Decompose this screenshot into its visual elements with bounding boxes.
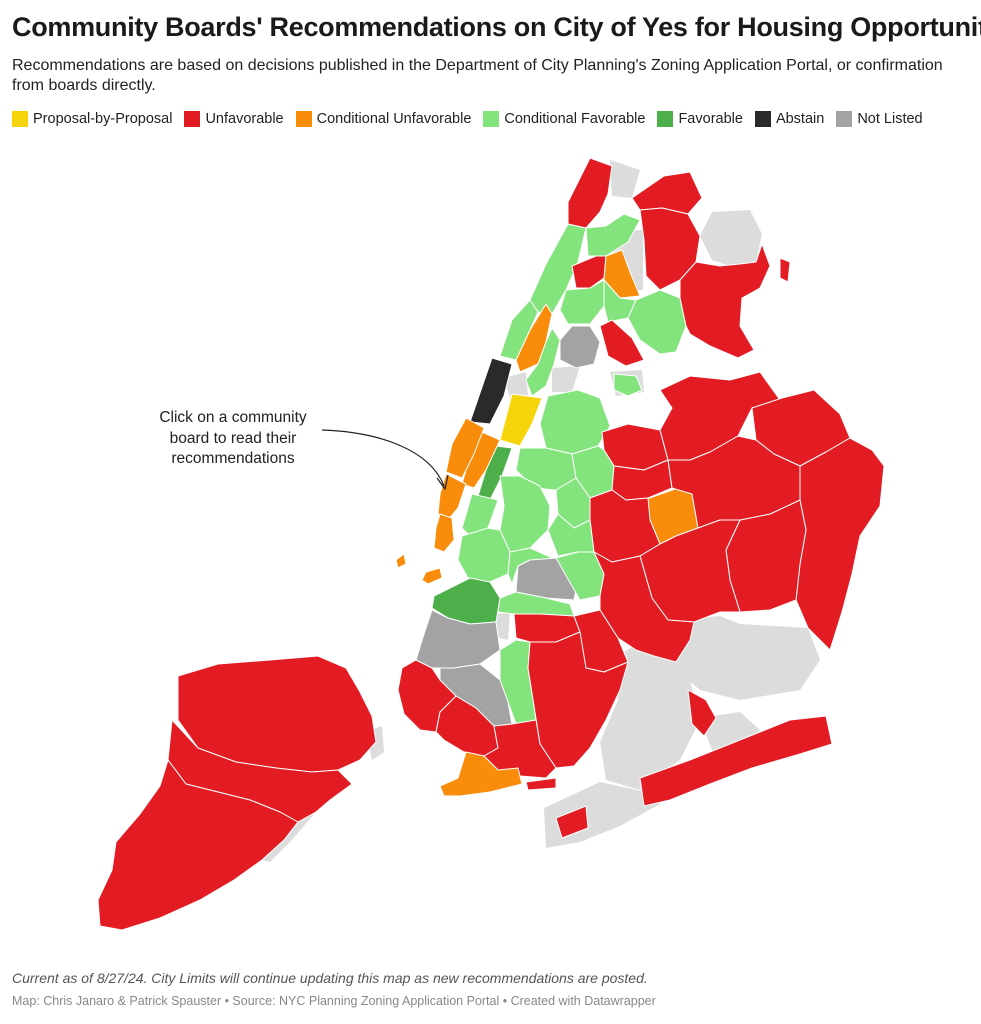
legend: Proposal-by-Proposal Unfavorable Conditi… [12,111,935,127]
district-bx-9[interactable] [627,289,687,355]
district-bx-7[interactable] [585,213,641,257]
footer-note: Current as of 8/27/24. City Limits will … [12,970,648,986]
queens [515,371,885,839]
district-bk-1[interactable] [499,475,551,553]
legend-swatch [295,111,312,127]
legend-label: Unfavorable [205,111,284,127]
district-bk-18[interactable] [527,631,629,769]
legend-item-proposal-by-proposal[interactable]: Proposal-by-Proposal [12,111,172,127]
district-bx-1[interactable] [559,325,601,369]
legend-label: Proposal-by-Proposal [33,111,173,127]
district-bk-13[interactable] [483,719,557,779]
legend-label: Favorable [678,111,743,127]
district-mn-10[interactable] [525,327,561,397]
district-mn-1[interactable] [433,513,455,553]
legend-swatch [12,111,28,127]
legend-swatch [754,111,771,127]
district-mn-8[interactable] [499,393,543,447]
legend-item-abstain[interactable]: Abstain [754,111,825,127]
map-annotation: Click on a community board to read their… [159,409,307,467]
legend-label: Conditional Favorable [504,111,646,127]
legend-label: Abstain [775,111,825,127]
district-qn-14[interactable] [639,715,833,807]
chart-title: Community Boards' Recommendations on Cit… [12,12,981,42]
district-governors-island[interactable] [421,567,443,585]
legend-label: Conditional Unfavorable [316,111,472,127]
legend-swatch [657,111,674,127]
district-city-island[interactable] [779,257,791,283]
district-bx-rikers[interactable] [613,373,643,397]
district-bx-8[interactable] [567,157,613,229]
district-bk-2[interactable] [457,527,511,583]
legend-label: Not Listed [857,111,923,127]
district-mn-7[interactable] [469,357,513,425]
district-qn-jfk[interactable] [687,689,717,737]
brooklyn [397,475,695,797]
district-bk-manhattan-beach[interactable] [525,777,557,791]
annotation-arrow [321,429,445,487]
legend-item-unfavorable[interactable]: Unfavorable [184,111,284,127]
footer-credits: Map: Chris Janaro & Patrick Spauster • S… [12,994,656,1008]
legend-item-conditional-unfavorable[interactable]: Conditional Unfavorable [295,111,472,127]
district-si-3[interactable] [97,759,299,931]
district-bx-4[interactable] [559,279,605,325]
legend-swatch [184,111,201,127]
district-qn-13[interactable] [795,437,885,651]
legend-item-not-listed[interactable]: Not Listed [836,111,923,127]
district-bx-12[interactable] [631,171,703,215]
legend-swatch [483,111,500,127]
district-mn-4[interactable] [445,417,485,479]
district-qn-8b[interactable] [667,435,801,529]
annotation-arrowhead [436,474,449,491]
district-qn-14b[interactable] [555,805,589,839]
staten-island [97,655,377,931]
manhattan [395,223,587,585]
bronx [559,157,791,397]
legend-item-conditional-favorable[interactable]: Conditional Favorable [483,111,645,127]
nyc-community-board-map [97,157,885,931]
district-mn-9[interactable] [499,299,539,361]
district-bk-4[interactable] [547,513,595,557]
legend-swatch [836,111,853,127]
district-bk-coney[interactable] [439,751,523,797]
legend-item-favorable[interactable]: Favorable [657,111,743,127]
chart-subtitle: Recommendations are based on decisions p… [12,57,943,94]
district-bx-2[interactable] [599,319,645,367]
district-liberty-island[interactable] [395,553,407,569]
district-qn-1[interactable] [539,389,611,455]
district-bx-10[interactable] [679,243,771,359]
district-bk-5[interactable] [593,551,695,663]
